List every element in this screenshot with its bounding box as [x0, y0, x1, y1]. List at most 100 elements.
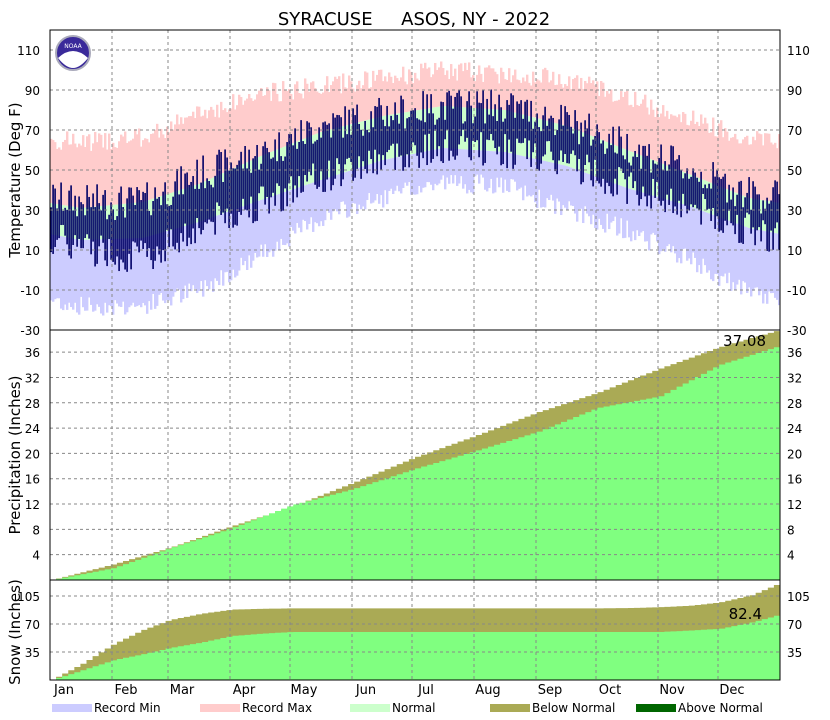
observed-temp-bar: [546, 125, 548, 142]
legend-swatch: [52, 704, 92, 712]
record-max-bar: [218, 117, 221, 175]
observed-temp-bar: [332, 113, 334, 186]
precip-tick-right: 4: [787, 549, 795, 563]
record-max-bar: [182, 123, 185, 190]
observed-temp-bar: [72, 210, 74, 245]
observed-temp-bar: [136, 187, 138, 247]
record-min-bar: [418, 152, 421, 187]
legend-label: Normal: [392, 701, 435, 715]
record-min-bar: [522, 156, 525, 201]
observed-temp-bar: [616, 153, 618, 195]
observed-temp-bar: [152, 200, 154, 270]
observed-temp-bar: [764, 208, 766, 225]
legend: Record Min Record Max Normal Below Normal Ab…: [52, 701, 763, 715]
observed-temp-bar: [322, 122, 324, 192]
record-min-bar: [756, 229, 759, 288]
record-max-bar: [524, 81, 527, 116]
observed-temp-bar: [122, 207, 124, 263]
record-min-bar: [514, 154, 517, 182]
record-max-bar: [260, 88, 263, 156]
svg-text:NOAA: NOAA: [64, 43, 82, 50]
record-max-bar: [354, 91, 357, 124]
record-max-bar: [600, 81, 603, 140]
record-max-bar: [666, 110, 669, 166]
observed-temp-bar: [330, 137, 332, 191]
observed-temp-bar: [350, 134, 352, 162]
noaa-logo: NOAA: [55, 35, 91, 71]
observed-temp-bar: [504, 118, 506, 135]
record-max-bar: [640, 103, 643, 156]
record-min-bar: [450, 148, 453, 176]
observed-temp-bar: [248, 149, 250, 218]
record-min-bar: [182, 226, 185, 300]
record-max-bar: [434, 62, 437, 108]
record-max-bar: [556, 84, 559, 124]
observed-temp-bar: [742, 207, 744, 244]
record-min-bar: [236, 208, 239, 276]
observed-temp-bar: [720, 178, 722, 231]
record-max-bar: [650, 99, 653, 160]
record-min-bar: [392, 158, 395, 195]
record-max-bar: [102, 147, 105, 206]
record-min-bar: [572, 168, 575, 207]
snow-tick-right: 70: [787, 618, 802, 632]
record-max-bar: [532, 71, 535, 118]
record-max-bar: [694, 123, 697, 177]
precip-tick-left: 32: [25, 371, 40, 385]
record-max-bar: [730, 137, 733, 191]
month-label: Jul: [417, 683, 434, 698]
record-max-bar: [774, 142, 777, 203]
record-min-bar: [84, 239, 87, 311]
record-max-bar: [172, 129, 175, 193]
record-min-bar: [776, 233, 779, 300]
record-min-bar: [420, 152, 423, 193]
observed-temp-bar: [376, 106, 378, 175]
record-min-bar: [332, 176, 335, 212]
record-min-bar: [532, 158, 535, 195]
record-max-bar: [692, 110, 695, 176]
precip-tick-right: 20: [787, 447, 802, 461]
record-max-bar: [342, 73, 345, 127]
record-max-bar: [238, 94, 241, 166]
record-max-bar: [508, 68, 511, 112]
observed-temp-bar: [448, 90, 450, 161]
temp-tick-left: -10: [20, 284, 40, 298]
record-min-bar: [164, 231, 167, 304]
observed-temp-bar: [680, 169, 682, 218]
record-max-bar: [264, 95, 267, 155]
record-max-bar: [114, 147, 117, 205]
record-max-bar: [196, 106, 199, 185]
record-min-bar: [400, 156, 403, 194]
observed-temp-bar: [410, 110, 412, 151]
record-min-bar: [678, 203, 681, 259]
observed-temp-bar: [270, 158, 272, 198]
record-min-bar: [676, 202, 679, 263]
record-min-bar: [438, 148, 441, 184]
observed-temp-bar: [118, 192, 120, 272]
record-max-bar: [470, 77, 473, 108]
record-max-bar: [658, 117, 661, 163]
observed-temp-bar: [78, 196, 80, 239]
observed-temp-bar: [744, 197, 746, 218]
observed-temp-bar: [204, 188, 206, 223]
record-max-bar: [54, 142, 57, 204]
observed-temp-bar: [92, 193, 94, 242]
record-min-bar: [396, 157, 399, 186]
record-max-bar: [520, 82, 523, 115]
record-max-bar: [298, 93, 301, 141]
record-min-bar: [646, 193, 649, 242]
observed-temp-bar: [578, 144, 580, 160]
record-min-bar: [458, 149, 461, 184]
record-min-bar: [766, 231, 769, 304]
observed-temp-bar: [666, 170, 668, 195]
record-max-bar: [224, 108, 227, 173]
observed-temp-bar: [274, 139, 276, 206]
record-min-bar: [286, 191, 289, 244]
observed-temp-bar: [436, 119, 438, 157]
record-min-bar: [518, 155, 521, 189]
observed-temp-bar: [590, 145, 592, 181]
temp-tick-left: 30: [25, 204, 40, 218]
record-min-bar: [386, 159, 389, 205]
observed-temp-bar: [394, 102, 396, 171]
legend-swatch: [490, 704, 530, 712]
